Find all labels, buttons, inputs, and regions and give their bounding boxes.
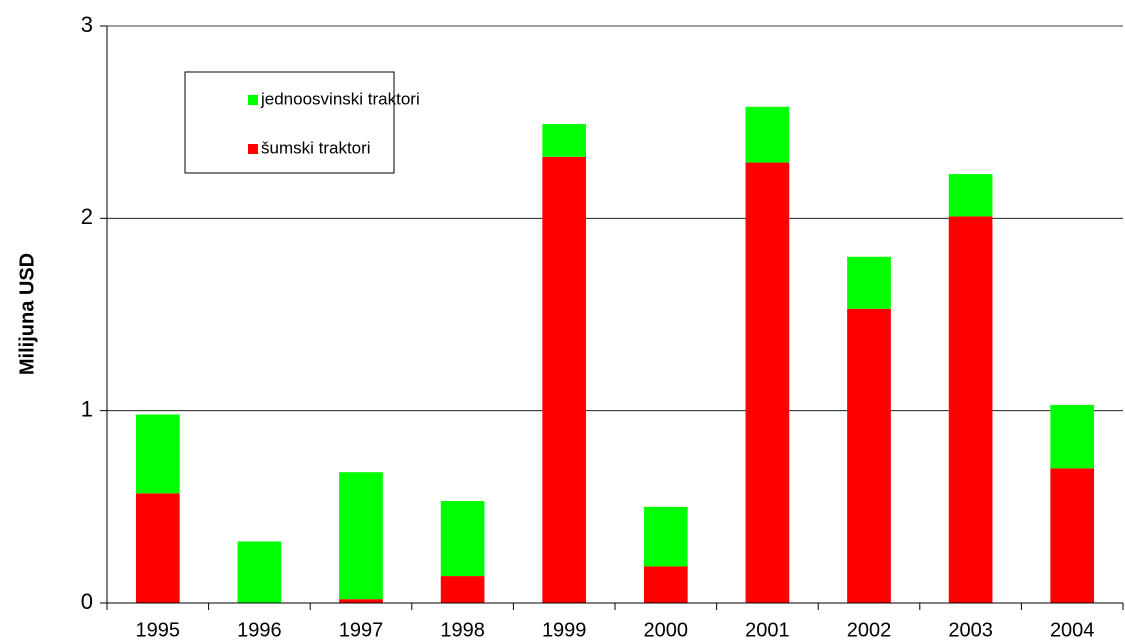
bar-segment bbox=[745, 162, 790, 603]
x-tick-label: 1997 bbox=[339, 619, 384, 641]
x-tick-label: 2004 bbox=[1050, 619, 1095, 641]
x-tick-label: 1996 bbox=[237, 619, 282, 641]
x-tick-label: 1998 bbox=[440, 619, 485, 641]
legend-swatch bbox=[248, 144, 258, 154]
legend-swatch bbox=[248, 95, 258, 105]
bar-segment bbox=[135, 414, 180, 494]
bar-segment bbox=[745, 106, 790, 163]
bar-segment bbox=[135, 493, 180, 603]
legend-label: šumski traktori bbox=[261, 138, 371, 157]
legend-box bbox=[184, 71, 395, 174]
legend-label: jednoosvinski traktori bbox=[260, 89, 420, 108]
y-axis-label: Milijuna USD bbox=[16, 253, 38, 375]
bar-segment bbox=[1050, 404, 1095, 469]
bar-segment bbox=[847, 308, 891, 603]
y-tick-label: 2 bbox=[81, 204, 93, 229]
bar-segment bbox=[440, 501, 485, 577]
bar-segment bbox=[948, 174, 993, 217]
bar-segment bbox=[643, 506, 688, 567]
bar-segment bbox=[643, 566, 688, 603]
x-tick-label: 1999 bbox=[542, 619, 587, 641]
x-tick-label: 1995 bbox=[136, 619, 181, 641]
bar-segment bbox=[948, 216, 993, 603]
x-tick-label: 2000 bbox=[644, 619, 689, 641]
y-tick-label: 3 bbox=[81, 12, 93, 37]
bar-segment bbox=[237, 541, 282, 603]
y-tick-label: 0 bbox=[81, 589, 93, 614]
bar-segment bbox=[440, 576, 485, 603]
bar-segment bbox=[542, 124, 587, 157]
bar-segment bbox=[847, 256, 891, 309]
y-tick-label: 1 bbox=[81, 396, 93, 421]
bar-segment bbox=[339, 472, 383, 600]
x-tick-label: 2003 bbox=[948, 619, 993, 641]
x-tick-label: 2001 bbox=[745, 619, 790, 641]
bar-segment bbox=[1050, 468, 1095, 603]
bar-segment bbox=[542, 156, 587, 603]
bar-segment bbox=[339, 599, 383, 603]
x-tick-label: 2002 bbox=[847, 619, 892, 641]
